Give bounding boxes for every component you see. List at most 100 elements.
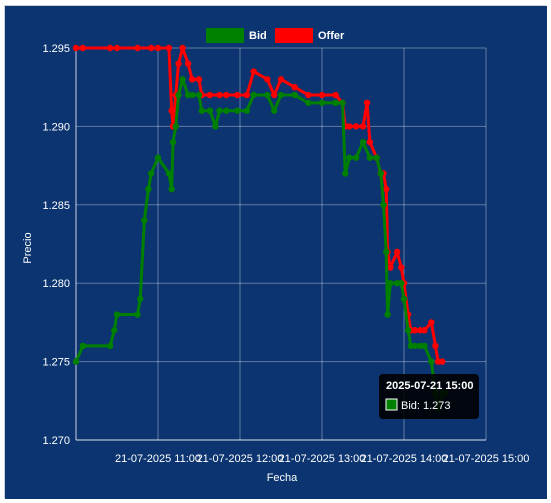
data-point-bid [277,91,285,99]
data-point-offer [421,327,428,334]
y-tick-label: 1.295 [42,43,70,55]
data-point-offer [206,91,214,99]
x-tick-label: 21-07-2025 14:00 [361,453,448,465]
legend-label-offer: Offer [318,30,345,42]
tooltip: 2025-07-21 15:00 Bid: 1.273 [379,374,479,419]
data-point-offer [352,123,360,130]
data-point-bid [106,342,114,350]
x-tick-label: 21-07-2025 11:00 [115,453,201,465]
y-tick-label: 1.275 [42,357,70,369]
data-point-offer [277,76,285,83]
data-point-offer [250,68,257,75]
data-point-bid [383,248,390,256]
data-point-bid [400,295,408,303]
tooltip-title: 2025-07-21 15:00 [386,380,473,392]
data-point-bid [398,280,405,287]
data-point-bid [216,107,223,114]
data-point-bid [212,123,219,130]
x-tick-label: 21-07-2025 12:00 [197,453,284,465]
data-point-bid [169,138,177,146]
chart-panel: 1.295 1.290 1.285 1.280 1.275 1.270 21-07-202… [4,5,547,499]
data-point-bid [223,107,230,114]
legend-label-bid: Bid [249,30,267,42]
data-point-offer [188,76,196,83]
data-point-offer [179,44,186,52]
price-chart: 1.295 1.290 1.285 1.280 1.275 1.270 21-07-202… [5,6,547,499]
data-point-bid [373,154,380,161]
data-point-bid [421,342,428,350]
data-point-bid [387,280,394,287]
y-axis-label: Precio [22,232,34,263]
data-point-bid [359,138,367,146]
data-point-offer [243,91,251,99]
data-point-offer [439,358,446,365]
data-point-bid [188,91,196,99]
data-point-offer [428,319,435,326]
y-tick-label: 1.270 [42,435,70,447]
data-point-bid [147,170,155,177]
data-point-offer [154,44,162,52]
data-point-bid [198,107,205,114]
data-point-offer [383,185,390,193]
data-point-offer [411,327,419,334]
x-tick-label: 21-07-2025 13:00 [279,453,366,465]
data-point-bid [377,170,384,177]
x-tick-label: 21-07-2025 15:00 [443,453,530,465]
series-layer [72,44,449,412]
data-point-offer [270,91,278,99]
data-point-offer [134,44,141,52]
data-point-offer [223,91,230,99]
data-point-offer [168,107,175,114]
data-point-offer [398,264,405,271]
data-point-offer [165,44,173,52]
data-point-bid [154,154,162,161]
data-point-offer [305,91,312,99]
data-point-bid [111,327,118,334]
data-point-offer [234,91,241,99]
data-point-bid [165,170,173,177]
data-point-offer [318,91,326,99]
y-axis-ticks: 1.295 1.290 1.285 1.280 1.275 1.270 [42,43,70,447]
data-point-bid [137,295,144,303]
data-point-bid [145,185,152,193]
data-point-offer [264,76,271,83]
data-point-bid [291,91,298,99]
data-point-bid [179,76,186,83]
data-point-offer [346,123,353,130]
series-bid [72,76,449,412]
data-point-bid [339,99,346,107]
data-point-bid [404,327,412,334]
data-point-bid [168,185,175,193]
data-point-bid [264,91,271,99]
data-point-bid [234,107,241,114]
legend-item-offer[interactable]: Offer [275,28,345,43]
y-tick-label: 1.285 [42,200,70,212]
data-point-offer [363,99,371,107]
tooltip-value: Bid: 1.273 [401,400,451,412]
y-tick-label: 1.290 [42,121,70,133]
data-point-bid [305,99,312,107]
legend-item-bid[interactable]: Bid [206,28,267,43]
data-point-offer [147,44,155,52]
data-point-bid [113,311,121,318]
data-point-bid [380,201,387,208]
data-point-bid [134,311,141,318]
data-point-offer [359,123,367,130]
legend-swatch-bid [206,28,244,43]
data-point-offer [432,342,439,350]
chart-background [5,6,547,499]
legend: Bid Offer [206,28,345,43]
data-point-offer [216,91,223,99]
data-point-offer [366,138,374,146]
data-point-offer [393,248,401,256]
data-point-bid [428,358,435,365]
data-point-offer [79,44,87,52]
data-point-bid [270,107,278,114]
data-point-offer [184,60,192,67]
data-point-bid [195,91,203,99]
data-point-bid [172,123,179,130]
tooltip-swatch-bid [385,398,398,411]
data-point-bid [250,91,257,99]
data-point-bid [384,311,391,318]
